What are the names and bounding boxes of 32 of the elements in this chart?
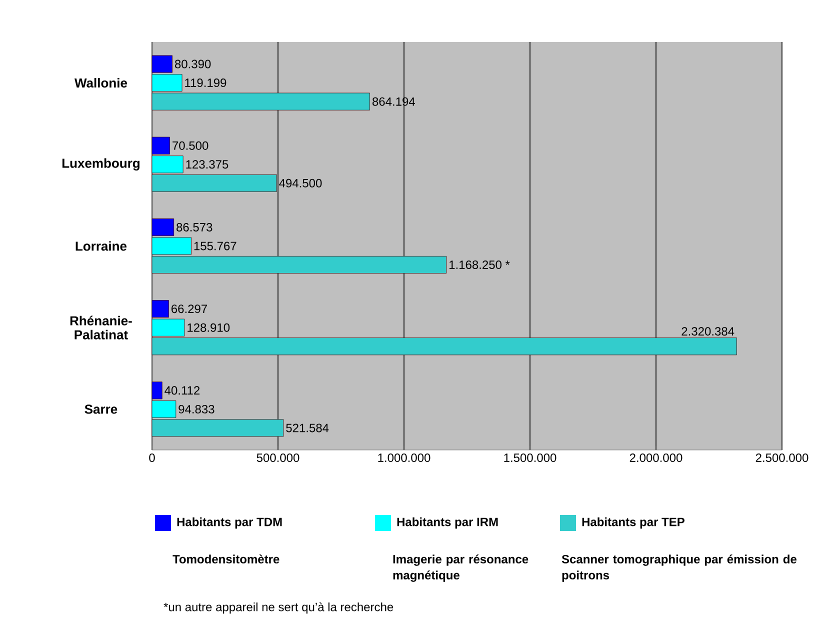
x-tick-label: 1.500.000: [504, 454, 556, 462]
x-tick-label: 500.000: [256, 454, 300, 462]
data-label: 2.320.384: [682, 327, 734, 336]
x-tick-label: 1.000.000: [378, 454, 430, 462]
x-tick-label: 2.000.000: [630, 454, 682, 462]
data-label: 494.500: [279, 178, 322, 188]
data-label: 70.500: [172, 141, 208, 150]
y-tick-label: Wallonie: [74, 78, 128, 88]
text: *un autre appareil ne sert qu’à la recherche: [164, 602, 394, 614]
y-tick-label: Lorraine: [76, 241, 127, 251]
data-label: 521.584: [286, 424, 329, 432]
data-label: 94.833: [178, 404, 214, 414]
y-tick-label: Sarre: [84, 404, 118, 414]
data-label: 1.168.250 *: [450, 260, 510, 270]
x-tick-label: 0: [149, 454, 155, 462]
data-label: 40.112: [164, 386, 200, 395]
y-tick-label: Rhénanie-Palatinat: [70, 316, 132, 340]
text: Imagerie par résonance magnétique: [393, 554, 528, 582]
text: Scanner tomographique par émission de poitrons: [562, 554, 796, 582]
y-tick-label: Luxembourg: [62, 158, 140, 170]
data-label: 119.199: [185, 78, 226, 88]
data-label: 66.297: [172, 304, 208, 314]
legend-label: Habitants par TEP: [582, 517, 684, 529]
data-label: 86.573: [176, 222, 212, 232]
legend-label: Habitants par TDM: [177, 517, 282, 529]
data-label: 123.375: [186, 160, 228, 169]
data-label: 128.910: [188, 323, 230, 332]
x-tick-label: 2.500.000: [756, 454, 808, 462]
data-label: 155.767: [194, 242, 236, 250]
data-label: 80.390: [174, 60, 211, 68]
legend-label: Habitants par IRM: [397, 517, 498, 529]
text: Tomodensitomètre: [172, 554, 280, 564]
